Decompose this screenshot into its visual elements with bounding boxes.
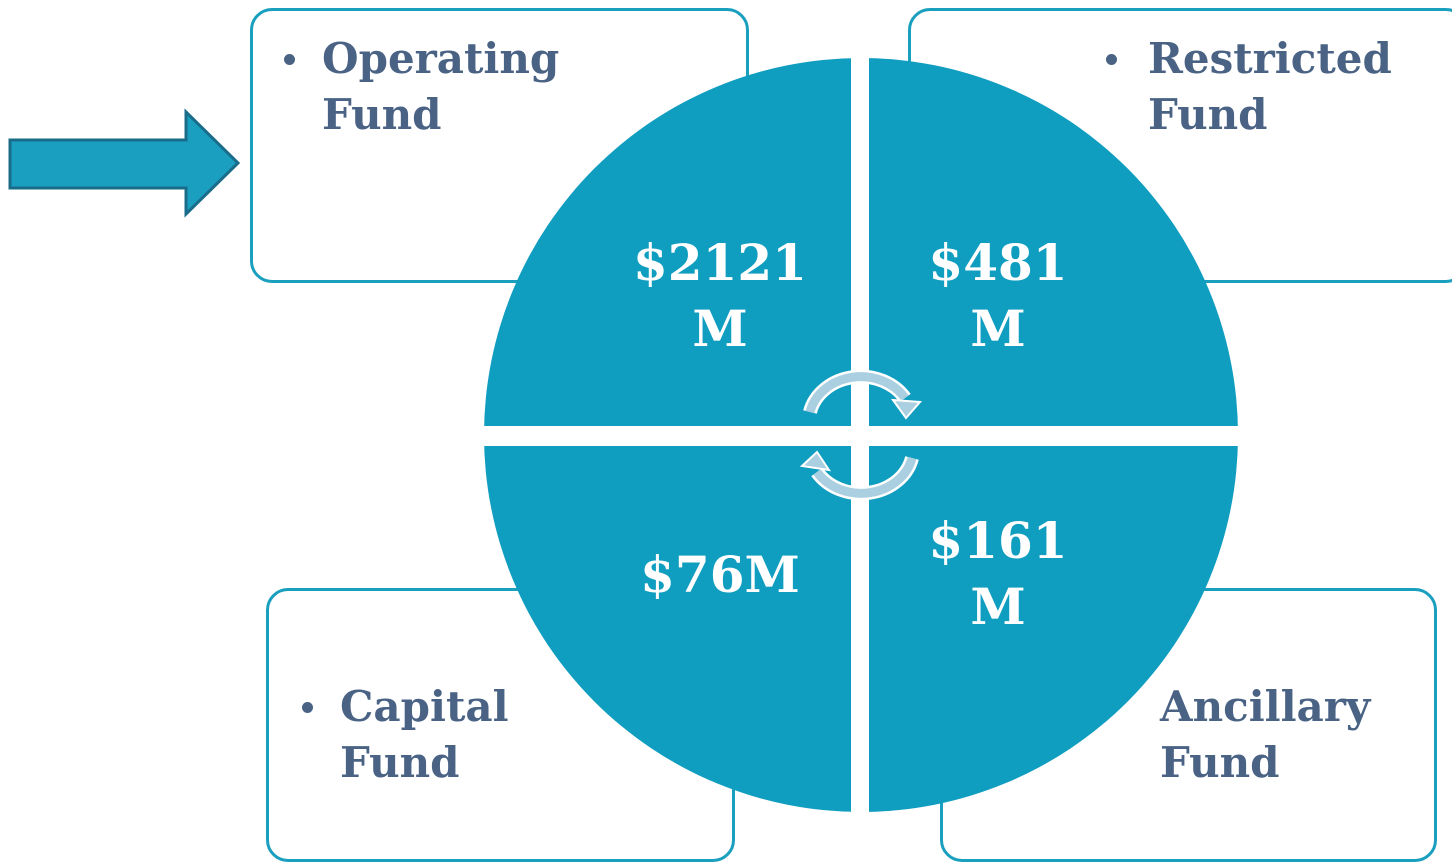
fund-label: Operating Fund <box>322 34 560 139</box>
fund-label: Restricted Fund <box>1148 34 1392 139</box>
arrow <box>8 108 241 218</box>
fund-amount: $76M <box>640 545 800 604</box>
bullet <box>302 702 313 713</box>
cycle-arrow <box>805 372 909 414</box>
divider <box>475 426 1250 446</box>
fund-amount: $481 M <box>928 233 1068 358</box>
bullet <box>1106 54 1117 65</box>
arrowhead <box>890 398 923 420</box>
arrowhead <box>799 450 832 472</box>
cycle-arrow <box>813 456 917 498</box>
bullet <box>284 54 295 65</box>
fund-amount: $2121 M <box>633 233 807 358</box>
fund-label: Ancillary Fund <box>1160 682 1371 787</box>
fund-label: Capital Fund <box>340 682 509 787</box>
fund-amount: $161 M <box>928 511 1068 636</box>
